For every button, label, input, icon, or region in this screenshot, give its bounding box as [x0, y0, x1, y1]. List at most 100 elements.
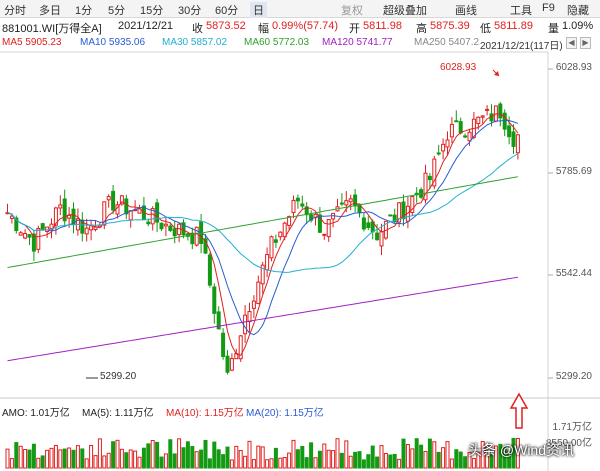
candle: [493, 105, 498, 122]
candle: [383, 220, 388, 239]
candle: [502, 112, 507, 130]
candle: [397, 202, 402, 223]
tab-5min[interactable]: 5分: [108, 5, 126, 17]
change-label: 幅: [258, 23, 269, 35]
candle: [419, 189, 424, 198]
volume-bar: [410, 448, 415, 469]
candle: [71, 208, 76, 225]
volume-bar: [102, 455, 107, 469]
candle: [212, 286, 217, 314]
tab-15min[interactable]: 15分: [140, 5, 164, 17]
tools-button[interactable]: 工具: [510, 5, 532, 17]
candle: [106, 196, 111, 201]
tab-60min[interactable]: 60分: [215, 5, 239, 17]
volume-bar: [401, 438, 406, 469]
candle: [221, 332, 226, 357]
volume-bar: [221, 454, 226, 469]
scroll-left-icon[interactable]: ◀: [566, 37, 577, 49]
period-toolbar: 分时 多日 1分 5分 15分 30分 60分 日 复权 超级叠加 画线 工具 …: [0, 0, 600, 18]
amo-legend: AMO: 1.01万亿: [2, 408, 70, 419]
quote-date: 2021/12/21: [118, 20, 174, 32]
date-badge: 2021/12/21(117日): [480, 37, 563, 52]
volume-bar: [251, 459, 256, 469]
candle: [124, 198, 129, 215]
vol-ma20-legend: MA(20): 1.15万亿: [246, 408, 324, 419]
candle: [467, 131, 472, 142]
scroll-right-icon[interactable]: ▶: [580, 37, 591, 49]
super-overlay-button[interactable]: 超级叠加: [383, 5, 427, 17]
vol-axis-top: 1.71万亿: [552, 422, 592, 433]
volume-bar: [463, 456, 468, 469]
volume-bar: [313, 457, 318, 469]
candle: [392, 214, 397, 223]
ma30-line: [7, 153, 519, 273]
volume-bar: [361, 459, 366, 469]
volume-bar: [256, 445, 261, 469]
ma120-line: [7, 276, 518, 362]
tab-multi-day[interactable]: 多日: [39, 5, 61, 17]
candle: [335, 206, 340, 212]
volume-bar: [155, 441, 160, 469]
open-value: 5811.98: [363, 20, 402, 32]
candle: [454, 120, 459, 123]
adjust-button[interactable]: 复权: [341, 5, 363, 17]
volume-bar: [163, 453, 168, 469]
volume-bar: [111, 441, 116, 469]
candle: [62, 198, 67, 222]
candle: [168, 225, 173, 231]
volume-bar: [344, 440, 349, 469]
tab-daily[interactable]: 日: [250, 2, 267, 18]
candle: [163, 223, 168, 227]
candle: [507, 125, 512, 138]
volume-bar: [27, 449, 32, 469]
volume-bar: [40, 455, 45, 469]
tab-30min[interactable]: 30分: [178, 5, 202, 17]
volume-bar: [388, 454, 393, 469]
candle: [317, 214, 322, 233]
volume-bar: [150, 439, 155, 469]
ma5-line: [7, 113, 519, 356]
candle: [458, 121, 463, 134]
open-label: 开: [349, 23, 360, 35]
volume-bar: [445, 441, 450, 469]
candle: [273, 239, 278, 243]
candle: [278, 231, 283, 238]
volume-bar: [454, 449, 459, 469]
volume-bar: [247, 440, 252, 469]
candle: [405, 205, 410, 222]
candle: [97, 224, 102, 228]
candle: [304, 206, 309, 216]
f9-button[interactable]: F9: [542, 2, 555, 14]
volume-bar: [397, 458, 402, 469]
candle: [177, 223, 182, 236]
volume-bar: [392, 453, 397, 469]
candle: [9, 215, 14, 219]
volume-bar: [243, 455, 248, 469]
candle: [326, 219, 331, 238]
tab-1min[interactable]: 1分: [75, 5, 93, 17]
candle: [84, 227, 89, 235]
up-arrow-icon: [509, 392, 529, 429]
candle: [146, 221, 151, 225]
ma250-legend: MA250 5407.21: [414, 37, 485, 48]
candle: [357, 203, 362, 214]
hide-button[interactable]: 隐藏: [567, 5, 589, 17]
volume-bar: [357, 451, 362, 469]
volume-bar: [423, 450, 428, 469]
volume-bar: [458, 451, 463, 469]
volume-bar: [5, 448, 10, 469]
candle: [155, 202, 160, 223]
volume-bar: [141, 447, 146, 469]
tab-intraday[interactable]: 分时: [4, 5, 26, 17]
candle: [111, 190, 116, 211]
candle: [445, 139, 450, 148]
volume-bar: [62, 448, 67, 469]
volume-bar: [207, 458, 212, 469]
volume-bar: [159, 456, 164, 469]
draw-line-button[interactable]: 画线: [455, 5, 477, 17]
candle: [300, 203, 305, 207]
volume-bar: [14, 442, 19, 469]
candle: [423, 172, 428, 201]
volume-bar: [287, 452, 292, 469]
